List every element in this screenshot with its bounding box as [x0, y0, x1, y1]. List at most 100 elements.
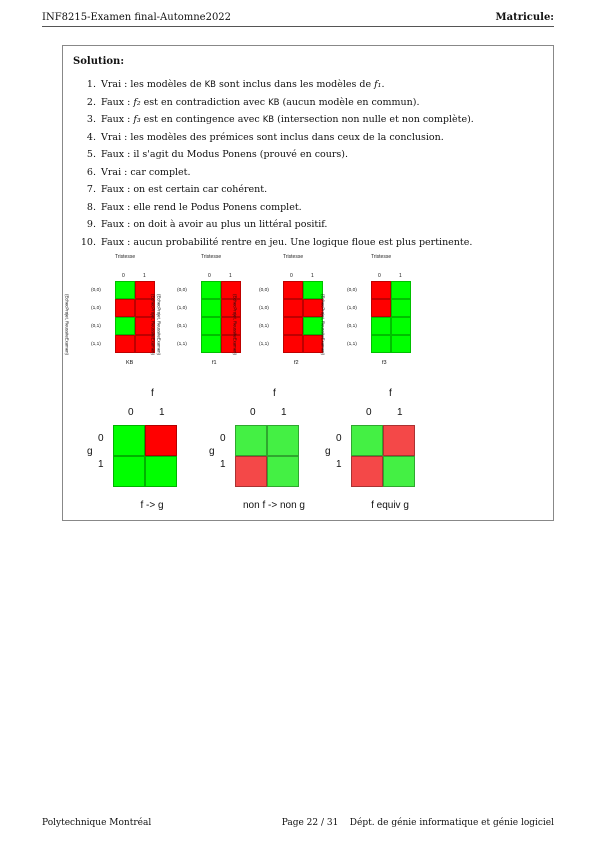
- answer-part: est en contingence avec: [140, 114, 263, 125]
- answer-number: 1.: [86, 79, 96, 90]
- kmap-name: f equiv g: [371, 500, 409, 511]
- kmap-f2: Tristesse 0 1 (EchecProjet, ReussiteExamen)…: [233, 254, 328, 366]
- column-label: 1: [281, 407, 287, 418]
- kmap-grid: [371, 281, 411, 353]
- kmap-kb: Tristesse 0 1 (EchecProjet, ReussiteExamen)…: [65, 254, 162, 366]
- kmap-grid: [351, 425, 415, 487]
- answer-item: 10. Faux : aucun probabilité rentre en je…: [77, 234, 474, 252]
- row-label: (0,1): [177, 324, 187, 329]
- answer-number: 10.: [80, 236, 96, 248]
- kmap-title: Tristesse: [201, 254, 222, 260]
- kmap-name: KB: [126, 360, 134, 366]
- answer-sentence: Faux : aucun probabilité rentre en jeu. …: [101, 236, 473, 248]
- kmap-cell-green: [391, 317, 411, 335]
- row-label: 1: [220, 459, 226, 470]
- kmap-cell-green: [113, 456, 145, 487]
- kmap-cell-red: [303, 299, 323, 317]
- kb-term: KB: [268, 97, 280, 108]
- column-label: 0: [122, 273, 125, 279]
- footer-page: Page 22 / 31 Dépt. de génie informatique…: [282, 818, 554, 828]
- kmap-cell-lightgreen: [351, 425, 383, 456]
- footer-school: Polytechnique Montréal: [42, 818, 152, 828]
- kmap-cell-red: [135, 299, 155, 317]
- course-title: INF8215-Examen final-Automne2022: [42, 12, 232, 23]
- row-axis-label: g: [209, 446, 215, 457]
- row-axis-label: (EchecProjet, ReussiteExamen): [320, 294, 326, 355]
- answer-number: 5.: [86, 149, 96, 160]
- kmap-cell-green: [391, 299, 411, 317]
- kmap-cell-green: [115, 281, 135, 299]
- answer-part: .: [381, 79, 385, 90]
- kmap-cell-green: [145, 456, 177, 487]
- answer-number: 9.: [86, 219, 96, 230]
- answer-part: Faux :: [101, 96, 134, 108]
- solution-box: Solution: 1. Vrai : les modèles de KB son…: [62, 45, 554, 521]
- row-labels: (0,0) (1,0) (0,1) (1,1): [259, 282, 269, 354]
- row-labels: (0,0) (1,0) (0,1) (1,1): [91, 282, 101, 354]
- row-label: (0,1): [347, 324, 357, 329]
- answer-item: 6. Vrai : car complet.: [77, 164, 474, 182]
- row-axis-label: (EchecProjet, ReussiteExamen): [64, 294, 70, 355]
- kmap-cell-lightred: [351, 456, 383, 487]
- kmap-title: Tristesse: [115, 254, 136, 260]
- row-axis-label: (EchecProjet, ReussiteExamen): [232, 294, 238, 355]
- kmap-cell-green: [201, 299, 221, 317]
- answer-item: 9. Faux : on doit à avoir au plus un litt…: [77, 216, 474, 234]
- page-number: Page 22 / 31: [281, 818, 339, 828]
- kmap-cell-lightred: [235, 456, 267, 487]
- formula-term: f₁: [374, 79, 382, 90]
- solution-title: Solution:: [73, 56, 125, 67]
- row-label: (1,0): [91, 306, 101, 311]
- row-axis-label: g: [87, 446, 93, 457]
- answer-text: Faux : f₂ est en contradiction avec KB (…: [101, 94, 420, 112]
- kmap-cell-red: [303, 335, 323, 353]
- row-label: (1,1): [91, 342, 101, 347]
- kmap-cell-red: [135, 317, 155, 335]
- kmap-title: Tristesse: [371, 254, 392, 260]
- kmap-cell-red: [115, 335, 135, 353]
- column-label: 1: [311, 273, 314, 279]
- answer-text: Faux : aucun probabilité rentre en jeu. …: [101, 234, 472, 252]
- answer-part: (aucun modèle en commun).: [279, 96, 420, 108]
- row-label: (1,1): [177, 342, 187, 347]
- answer-part: est en contradiction avec: [140, 96, 269, 108]
- kmap-cell-lightgreen: [267, 456, 299, 487]
- kmap-cell-red: [115, 299, 135, 317]
- column-label: 0: [208, 273, 211, 279]
- row-label: (1,0): [259, 306, 269, 311]
- kmap-cell-lightgreen: [383, 456, 415, 487]
- answer-text: Faux : f₃ est en contingence avec KB (in…: [101, 111, 474, 129]
- answer-sentence: Vrai : les modèles des prémices sont inc…: [101, 131, 444, 143]
- kmap-cell-red: [145, 425, 177, 456]
- answer-sentence: Faux : il s'agit du Modus Ponens (prouvé…: [101, 149, 349, 160]
- answer-part: (intersection non nulle et non complète)…: [274, 114, 474, 125]
- answer-number: 2.: [86, 96, 96, 108]
- page-header: INF8215-Examen final-Automne2022 Matricu…: [42, 12, 554, 27]
- answer-sentence: Faux : on doit à avoir au plus un littér…: [101, 219, 328, 230]
- kmap-cell-red: [221, 317, 241, 335]
- kmap-name: f1: [212, 360, 217, 366]
- kmap-cell-green: [371, 317, 391, 335]
- row-label: (0,0): [91, 288, 101, 293]
- row-axis-label: (EchecProjet, ReussiteExamen): [150, 294, 156, 355]
- row-label: (1,1): [259, 342, 269, 347]
- column-label: 0: [290, 273, 293, 279]
- column-label: 1: [399, 273, 402, 279]
- answer-number: 8.: [86, 201, 96, 213]
- column-label: 0: [128, 407, 134, 418]
- kmap-f1: Tristesse 0 1 (EchecProjet, ReussiteExamen)…: [151, 254, 246, 366]
- answer-list: 1. Vrai : les modèles de KB sont inclus d…: [77, 76, 474, 251]
- answer-text: Vrai : les modèles des prémices sont inc…: [101, 129, 444, 147]
- row-label: (0,0): [177, 288, 187, 293]
- row-label: 1: [336, 459, 342, 470]
- answer-part: Faux :: [101, 114, 134, 125]
- karnaugh-figure-top: Tristesse 0 1 (EchecProjet, ReussiteExamen)…: [63, 254, 555, 384]
- kmap-cell-red: [283, 281, 303, 299]
- row-labels: (0,0) (1,0) (0,1) (1,1): [177, 282, 187, 354]
- row-label: (0,0): [347, 288, 357, 293]
- row-label: 0: [98, 433, 104, 444]
- answer-part: sont inclus dans les modèles de: [216, 79, 375, 90]
- answer-item: 4. Vrai : les modèles des prémices sont i…: [77, 129, 474, 147]
